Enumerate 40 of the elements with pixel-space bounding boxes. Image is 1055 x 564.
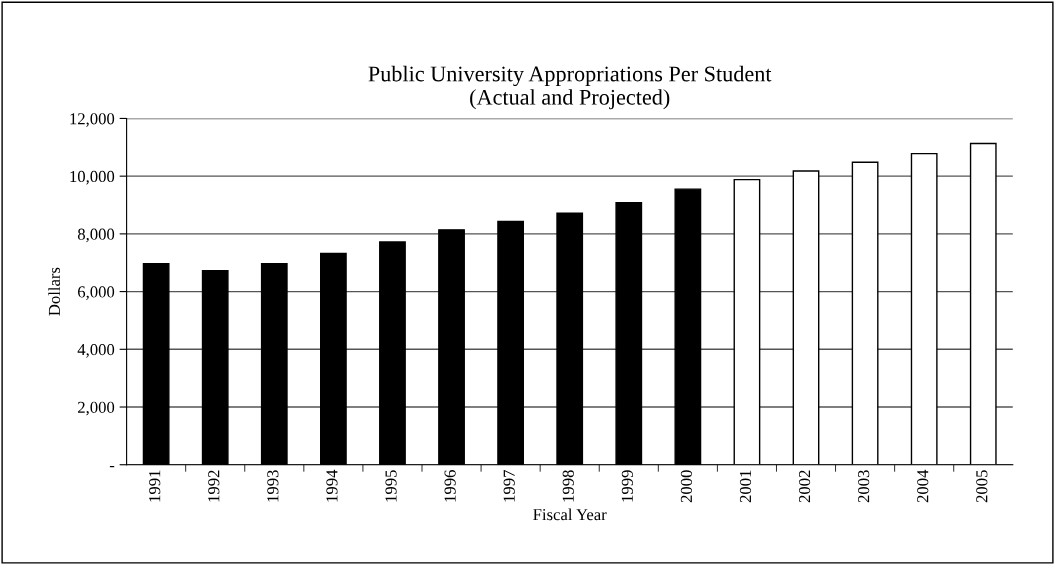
x-tick-label: 1997: [503, 470, 515, 502]
x-tick-label: 2000: [680, 470, 693, 503]
chart-title: Public University Appropriations Per Student (Actual and Projected): [368, 65, 772, 110]
bar: [497, 220, 525, 465]
y-axis-title: Dollars: [48, 267, 61, 316]
bar: [319, 252, 347, 465]
y-tick-label: 10,000: [70, 170, 115, 185]
x-tick-label: 1996: [444, 470, 456, 502]
y-tick-label: 4,000: [77, 344, 115, 358]
bar: [615, 202, 643, 465]
x-axis-title: Fiscal Year: [533, 508, 607, 521]
x-tick-label: 2005: [976, 470, 988, 503]
bar: [556, 212, 584, 465]
x-tick-label: 1993: [267, 470, 279, 502]
x-tick-label: 2001: [739, 470, 752, 503]
bar: [733, 178, 761, 465]
bar: [142, 262, 170, 465]
x-tick-label: 2003: [858, 470, 870, 503]
bar: [910, 152, 938, 465]
y-tick-label: 6,000: [78, 286, 115, 300]
bar: [379, 241, 406, 465]
bar: [969, 142, 997, 465]
y-tick-label: 12,000: [70, 113, 115, 127]
y-tick-label: -: [109, 465, 115, 468]
bar: [792, 170, 820, 465]
x-tick-label: 1992: [208, 470, 220, 502]
x-tick-label: 1995: [385, 470, 397, 502]
bar: [438, 229, 465, 465]
bar: [851, 161, 879, 465]
x-tick-label: 2004: [917, 469, 929, 503]
x-tick-label: 1999: [621, 470, 633, 502]
x-tick-label: 1991: [149, 470, 161, 502]
x-tick-label: 1994: [326, 469, 338, 502]
bar: [201, 270, 229, 465]
x-tick-label: 1998: [562, 470, 574, 502]
y-tick-label: 2,000: [78, 401, 115, 416]
y-tick-label: 8,000: [77, 228, 115, 243]
bar: [260, 262, 288, 465]
bar: [674, 188, 702, 465]
x-tick-label: 2002: [798, 470, 811, 503]
